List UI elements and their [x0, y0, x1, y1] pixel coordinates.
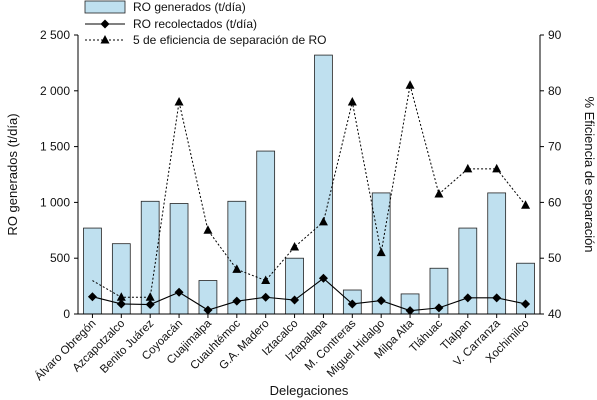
- bar-7: [285, 257, 304, 315]
- efficiency-point-2: [145, 292, 155, 301]
- y-tick-label-3: 1 500: [40, 140, 70, 154]
- efficiency-point-15: [521, 200, 531, 209]
- efficiency-point-8: [318, 216, 328, 226]
- efficiency-line: [92, 85, 526, 298]
- collected-point-3: [174, 287, 184, 297]
- y2-tick-label-5: 90: [548, 28, 562, 42]
- collected-point-6: [261, 292, 271, 302]
- collected-point-5: [232, 296, 242, 306]
- bar-3: [169, 203, 189, 315]
- legend-label-generated: RO generados (t/día): [133, 0, 246, 14]
- legend-swatch-collected-marker: [100, 19, 110, 29]
- legend-label-efficiency: 5 de eficiencia de separación de RO: [133, 33, 326, 47]
- x-axis-title: Delegaciones: [270, 383, 349, 398]
- collected-point-2: [145, 300, 155, 310]
- collected-point-11: [405, 306, 415, 316]
- collected-line: [92, 277, 526, 312]
- collected-point-8: [318, 273, 328, 283]
- efficiency-point-7: [290, 242, 300, 251]
- legend-swatch-efficiency-marker: [100, 35, 110, 44]
- y-tick-label-1: 500: [50, 251, 70, 265]
- y2-tick-label-0: 40: [548, 307, 562, 321]
- y2-tick-label-2: 60: [548, 195, 562, 209]
- efficiency-point-12: [434, 189, 444, 198]
- collected-point-12: [434, 303, 444, 313]
- efficiency-point-5: [232, 264, 242, 273]
- y-tick-label-0: 0: [63, 307, 70, 321]
- collected-point-4: [203, 305, 213, 315]
- efficiency-point-1: [116, 292, 126, 301]
- efficiency-point-10: [376, 247, 386, 257]
- efficiency-point-13: [463, 163, 473, 173]
- efficiency-point-4: [203, 225, 213, 234]
- y-tick-label-4: 2 000: [40, 84, 70, 98]
- collected-point-7: [290, 295, 300, 305]
- collected-point-13: [463, 293, 473, 303]
- collected-point-10: [376, 296, 386, 306]
- legend-swatch-generated: [84, 0, 126, 14]
- collected-point-1: [116, 299, 126, 309]
- y-tick-label-2: 1 000: [40, 195, 70, 209]
- collected-point-0: [87, 292, 97, 302]
- y2-tick-label-1: 50: [548, 251, 562, 265]
- y2-tick-label-4: 80: [548, 84, 562, 98]
- efficiency-point-14: [492, 163, 502, 173]
- bar-6: [256, 150, 276, 315]
- legend-label-collected: RO recolectados (t/día): [133, 17, 257, 31]
- efficiency-point-3: [174, 96, 184, 106]
- y2-tick-label-3: 70: [548, 140, 562, 154]
- efficiency-point-6: [261, 275, 271, 285]
- y-tick-label-5: 2 500: [40, 28, 70, 42]
- y2-axis-title: % Eficiencia de separación: [582, 96, 597, 252]
- collected-point-15: [521, 299, 531, 309]
- efficiency-point-11: [405, 80, 415, 89]
- collected-point-14: [492, 293, 502, 303]
- y-axis-title: RO generados (t/día): [5, 113, 20, 235]
- collected-point-9: [347, 299, 357, 309]
- efficiency-point-9: [347, 96, 357, 106]
- x-tick-label-12: Tláhuac: [408, 317, 446, 355]
